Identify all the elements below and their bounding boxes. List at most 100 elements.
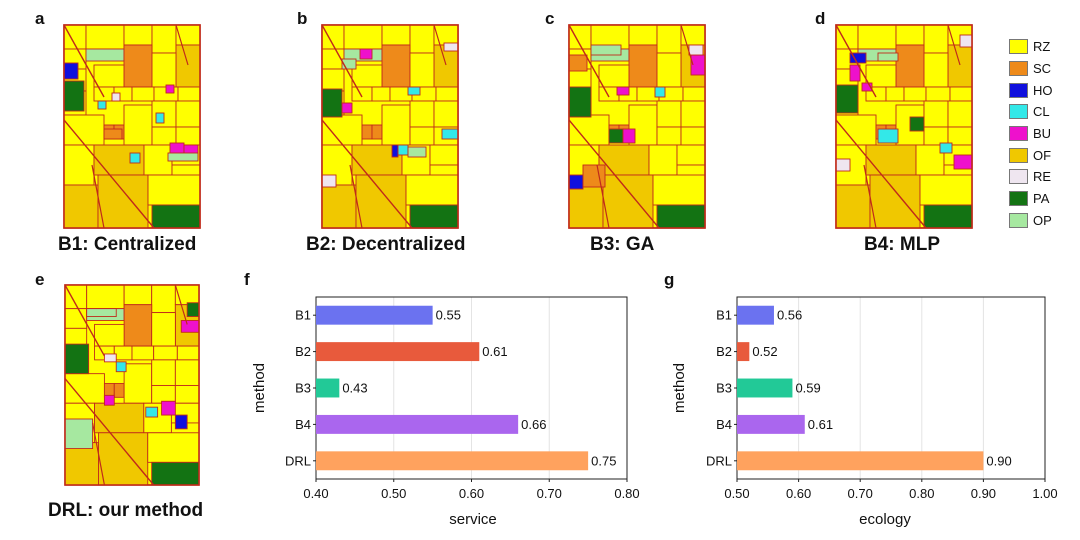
land-parcel: [925, 86, 951, 102]
x-tick-label: 0.70: [537, 486, 562, 501]
land-use-map-drl: [64, 284, 200, 486]
road-line: [568, 119, 660, 229]
land-parcel: [407, 146, 427, 158]
land-parcel: [143, 144, 173, 176]
land-parcel: [131, 86, 155, 102]
land-parcel: [321, 184, 357, 229]
bar-value-label: 0.61: [808, 417, 833, 432]
land-parcel: [877, 52, 899, 62]
panel-letter-d: d: [815, 9, 826, 28]
legend-label: OF: [1033, 147, 1052, 163]
land-parcel: [628, 44, 658, 88]
x-tick-label: 0.70: [848, 486, 873, 501]
land-parcel: [63, 80, 85, 112]
land-parcel: [602, 174, 654, 229]
land-use-map-b4: [835, 24, 973, 229]
land-parcel: [568, 54, 588, 72]
legend-item-pa: PA: [1009, 188, 1053, 210]
land-parcel: [86, 284, 125, 310]
land-parcel: [151, 52, 177, 88]
legend-swatch: [1009, 147, 1028, 163]
legend-label: HO: [1033, 82, 1053, 98]
land-parcel: [123, 284, 153, 306]
land-parcel: [895, 24, 925, 46]
road-line: [321, 119, 413, 229]
land-parcel: [568, 86, 592, 118]
legend-swatch: [1009, 104, 1028, 120]
legend-swatch: [1009, 169, 1028, 185]
road-line: [175, 24, 189, 66]
bar-value-label: 0.75: [591, 453, 616, 468]
land-parcel: [835, 84, 859, 114]
legend-label: RE: [1033, 169, 1052, 185]
land-parcel: [877, 128, 899, 144]
land-parcel: [648, 144, 678, 176]
land-parcel: [361, 124, 373, 140]
land-parcel: [180, 320, 200, 333]
map-title-b2: B2: Decentralized: [306, 234, 466, 255]
land-parcel: [151, 126, 177, 146]
land-parcel: [64, 373, 105, 404]
land-parcel: [64, 343, 90, 375]
land-parcel: [321, 88, 343, 118]
panel-letter-g: g: [664, 270, 675, 289]
land-parcel: [656, 126, 682, 146]
x-tick-label: 1.00: [1032, 486, 1057, 501]
category-label: DRL: [285, 453, 311, 468]
legend-item-bu: BU: [1009, 123, 1053, 145]
land-parcel: [151, 461, 200, 486]
land-parcel: [63, 62, 79, 80]
land-parcel: [680, 100, 706, 128]
land-parcel: [869, 174, 921, 229]
land-parcel: [165, 84, 175, 94]
category-label: B2: [716, 344, 732, 359]
land-parcel: [63, 184, 99, 229]
road-line: [835, 24, 877, 98]
legend-swatch: [1009, 39, 1028, 55]
x-tick-label: 0.60: [786, 486, 811, 501]
land-parcel: [443, 42, 459, 52]
bar-value-label: 0.55: [436, 308, 461, 323]
land-parcel: [835, 114, 877, 146]
land-parcel: [161, 400, 176, 416]
land-parcel: [151, 312, 176, 347]
land-parcel: [568, 114, 610, 146]
land-parcel: [85, 24, 125, 50]
land-parcel: [582, 164, 606, 188]
bar-b2: [316, 342, 480, 362]
land-parcel: [97, 174, 149, 229]
map-border: [321, 24, 459, 229]
x-axis-title: service: [449, 511, 497, 528]
x-axis-title: ecology: [859, 511, 911, 528]
bar-b1: [737, 305, 774, 325]
panel-letter-e: e: [35, 270, 45, 289]
land-parcel: [177, 86, 201, 102]
land-parcel: [652, 174, 706, 206]
land-parcel: [407, 86, 421, 96]
bar-b4: [737, 414, 805, 434]
legend-swatch: [1009, 61, 1028, 77]
land-parcel: [409, 52, 435, 88]
map-border: [64, 284, 200, 486]
land-parcel: [359, 48, 373, 60]
bar-value-label: 0.90: [986, 453, 1011, 468]
road-line: [174, 284, 188, 325]
bar-b1: [316, 305, 433, 325]
land-parcel: [628, 24, 658, 46]
land-parcel: [381, 104, 411, 146]
bar-value-label: 0.66: [521, 417, 546, 432]
land-parcel: [433, 100, 459, 128]
x-tick-label: 0.40: [303, 486, 328, 501]
road-line: [680, 24, 694, 66]
map-border: [63, 24, 201, 229]
land-parcel: [103, 128, 123, 140]
category-label: B3: [716, 381, 732, 396]
land-parcel: [174, 385, 200, 404]
road-line: [863, 164, 877, 229]
road-line: [64, 378, 155, 486]
land-parcel: [153, 345, 178, 361]
road-line: [321, 24, 363, 98]
land-parcel: [405, 174, 459, 206]
land-parcel: [341, 58, 357, 70]
land-parcel: [849, 52, 867, 64]
